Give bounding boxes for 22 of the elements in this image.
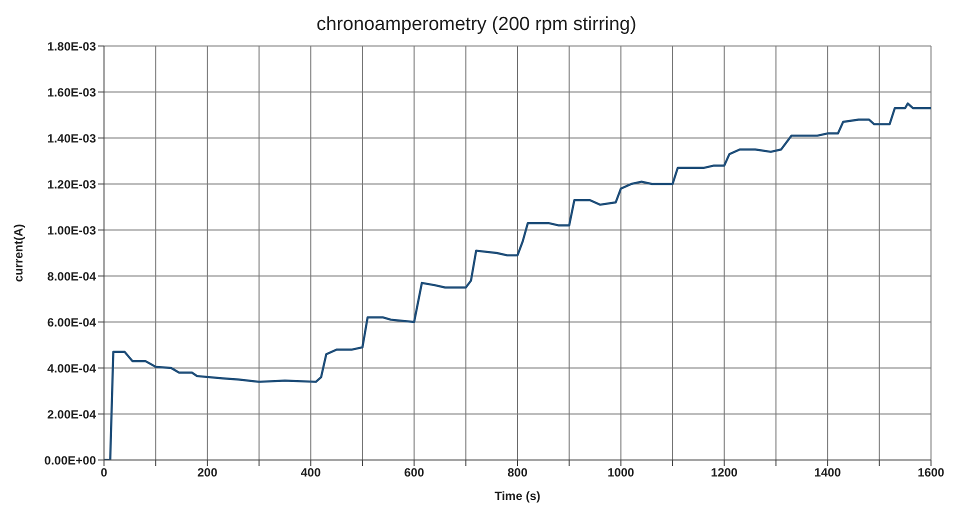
x-tick-label: 0: [100, 466, 108, 480]
x-tick-label: 1600: [918, 466, 945, 480]
y-tick-label: 1.20E-03: [47, 177, 96, 192]
y-tick-label: 1.60E-03: [47, 85, 96, 100]
chart-title: chronoamperometry (200 rpm stirring): [316, 14, 636, 35]
y-tick-label: 1.00E-03: [47, 223, 96, 238]
y-tick-label: 4.00E-04: [47, 361, 96, 376]
x-tick-label: 800: [507, 466, 528, 480]
y-tick-label: 1.40E-03: [47, 131, 96, 146]
y-tick-label: 0.00E+00: [44, 453, 96, 468]
x-tick-label: 1400: [814, 466, 842, 480]
y-axis-title: current(A): [11, 224, 26, 282]
y-tick-label: 2.00E-04: [47, 407, 96, 422]
y-tick-label: 6.00E-04: [47, 315, 96, 330]
x-tick-label: 1000: [608, 466, 635, 480]
y-tick-label: 1.80E-03: [47, 39, 96, 54]
x-tick-label: 200: [197, 466, 218, 480]
x-tick-label: 600: [404, 466, 424, 480]
y-tick-label: 8.00E-04: [47, 269, 96, 284]
x-tick-label: 400: [300, 466, 322, 480]
x-tick-label: 1200: [710, 466, 738, 480]
x-axis-title: Time (s): [494, 489, 540, 503]
